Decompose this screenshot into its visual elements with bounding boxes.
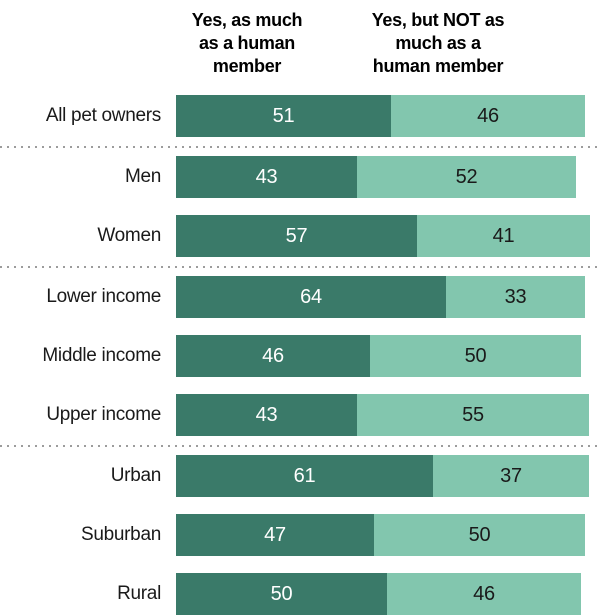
- value-label: 33: [504, 285, 527, 308]
- bar-row: Rural 50 46: [0, 573, 602, 615]
- group-separator: [0, 436, 602, 455]
- value-label: 64: [300, 285, 322, 308]
- dotted-line: [0, 444, 602, 447]
- category-label: Upper income: [46, 404, 161, 425]
- bar: 43 52: [176, 156, 576, 198]
- bar-row: Men 43 52: [0, 156, 602, 198]
- bar-segment-yes-not-as-much: 52: [357, 156, 576, 198]
- category-label: Lower income: [46, 286, 161, 307]
- group-separator: [0, 137, 602, 156]
- value-label: 50: [464, 344, 487, 367]
- bar-segment-yes-as-much: 43: [176, 394, 357, 436]
- bar-segment-yes-as-much: 50: [176, 573, 387, 615]
- bar: 47 50: [176, 514, 585, 556]
- legend-line: Yes, but NOT as: [371, 10, 505, 30]
- value-label: 50: [468, 523, 491, 546]
- value-label: 61: [293, 464, 316, 487]
- category-label: Urban: [110, 465, 162, 486]
- bar-segment-yes-not-as-much: 55: [357, 394, 589, 436]
- value-label: 47: [264, 523, 286, 546]
- value-label: 50: [270, 582, 293, 605]
- value-label: 41: [492, 224, 515, 247]
- bar-segment-yes-as-much: 43: [176, 156, 357, 198]
- bar-segment-yes-as-much: 57: [176, 215, 417, 257]
- bar-segment-yes-not-as-much: 46: [387, 573, 581, 615]
- value-label: 43: [255, 403, 278, 426]
- value-label: 55: [462, 403, 484, 426]
- value-label: 43: [255, 165, 278, 188]
- value-label: 37: [500, 464, 522, 487]
- chart-rows: All pet owners 51 46 Men 43 52 Women 57 41 Lower …: [0, 95, 602, 615]
- legend-yes-not-as-much: Yes, but NOT as much as a human member: [342, 9, 534, 78]
- bar-segment-yes-as-much: 51: [176, 95, 391, 137]
- chart-legend: Yes, as much as a human member Yes, but …: [0, 0, 602, 95]
- category-label: Suburban: [80, 524, 161, 545]
- category-label: Rural: [117, 583, 161, 604]
- value-label: 46: [262, 344, 284, 367]
- bar-segment-yes-as-much: 64: [176, 276, 446, 318]
- dotted-line: [0, 145, 602, 148]
- bar-segment-yes-as-much: 61: [176, 455, 433, 497]
- bar-segment-yes-not-as-much: 33: [446, 276, 585, 318]
- bar: 46 50: [176, 335, 581, 377]
- legend-line: much as a: [395, 33, 481, 53]
- bar-segment-yes-as-much: 46: [176, 335, 370, 377]
- bar-segment-yes-not-as-much: 41: [417, 215, 590, 257]
- legend-line: as a human: [198, 33, 296, 53]
- value-label: 52: [455, 165, 478, 188]
- category-label: Men: [124, 166, 161, 187]
- bar-segment-yes-not-as-much: 50: [374, 514, 585, 556]
- bar-row: Urban 61 37: [0, 455, 602, 497]
- category-label: Women: [97, 225, 161, 246]
- bar: 61 37: [176, 455, 589, 497]
- bar-row: Lower income 64 33: [0, 276, 602, 318]
- bar-row: Middle income 46 50: [0, 335, 602, 377]
- bar: 50 46: [176, 573, 581, 615]
- legend-line: Yes, as much: [191, 10, 303, 30]
- bar-segment-yes-not-as-much: 37: [433, 455, 589, 497]
- legend-line: human member: [372, 56, 504, 76]
- group-separator: [0, 257, 602, 276]
- bar: 64 33: [176, 276, 585, 318]
- bar-row: Suburban 47 50: [0, 514, 602, 556]
- value-label: 51: [272, 104, 295, 127]
- bar-row: Upper income 43 55: [0, 394, 602, 436]
- bar-segment-yes-as-much: 47: [176, 514, 374, 556]
- bar-row: Women 57 41: [0, 215, 602, 257]
- legend-yes-as-much: Yes, as much as a human member: [162, 9, 332, 78]
- value-label: 57: [285, 224, 308, 247]
- bar: 51 46: [176, 95, 585, 137]
- bar-row: All pet owners 51 46: [0, 95, 602, 137]
- bar: 57 41: [176, 215, 590, 257]
- bar-segment-yes-not-as-much: 50: [370, 335, 581, 377]
- value-label: 46: [473, 582, 495, 605]
- legend-line: member: [212, 56, 282, 76]
- bar-segment-yes-not-as-much: 46: [391, 95, 585, 137]
- dotted-line: [0, 265, 602, 268]
- category-label: Middle income: [42, 345, 161, 366]
- value-label: 46: [477, 104, 499, 127]
- bar: 43 55: [176, 394, 589, 436]
- category-label: All pet owners: [45, 105, 161, 126]
